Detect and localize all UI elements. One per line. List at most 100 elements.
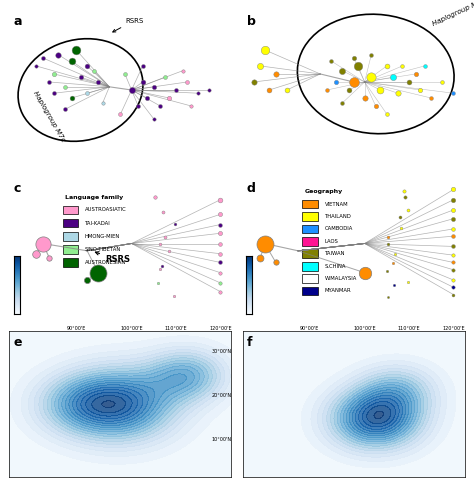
- Text: 10°00'N: 10°00'N: [211, 437, 231, 442]
- Point: [156, 102, 164, 110]
- Point: [412, 70, 419, 78]
- Point: [450, 232, 457, 240]
- Point: [68, 94, 75, 102]
- Point: [158, 262, 166, 270]
- FancyBboxPatch shape: [302, 212, 318, 221]
- Point: [50, 70, 58, 78]
- Text: 90°00'E: 90°00'E: [300, 326, 319, 331]
- Point: [399, 62, 406, 70]
- Point: [39, 54, 46, 62]
- Point: [416, 86, 424, 94]
- Point: [217, 279, 224, 287]
- Point: [256, 62, 264, 70]
- Point: [156, 265, 164, 273]
- Text: TAI-KADAI: TAI-KADAI: [85, 221, 111, 225]
- Point: [350, 78, 357, 86]
- Text: 110°00'E: 110°00'E: [164, 326, 187, 331]
- Point: [383, 110, 391, 118]
- Text: LAOS: LAOS: [325, 239, 338, 244]
- Point: [450, 215, 457, 223]
- Point: [143, 94, 151, 102]
- Point: [217, 240, 224, 247]
- Text: RSRS: RSRS: [95, 252, 130, 264]
- Point: [68, 57, 75, 65]
- Point: [272, 70, 280, 78]
- Point: [450, 186, 457, 193]
- Text: 110°00'E: 110°00'E: [398, 326, 420, 331]
- Point: [438, 78, 446, 86]
- Text: W.MALAYSIA: W.MALAYSIA: [325, 276, 357, 281]
- Text: 90°00'E: 90°00'E: [66, 326, 86, 331]
- Point: [384, 241, 392, 248]
- Point: [155, 280, 162, 287]
- Point: [401, 187, 408, 195]
- Point: [405, 78, 413, 86]
- Point: [156, 240, 164, 247]
- Point: [328, 57, 335, 65]
- Text: TAIWAN: TAIWAN: [325, 251, 345, 256]
- Point: [367, 51, 375, 58]
- Point: [397, 213, 404, 221]
- Text: 100°00'E: 100°00'E: [353, 326, 376, 331]
- Text: RSRS: RSRS: [113, 18, 143, 32]
- Text: Haplogroup M7c: Haplogroup M7c: [32, 90, 65, 142]
- Point: [390, 281, 398, 289]
- Point: [77, 73, 84, 81]
- Point: [32, 62, 40, 70]
- Point: [83, 276, 91, 284]
- Point: [94, 78, 102, 86]
- Text: S.CHINA: S.CHINA: [325, 263, 346, 269]
- Point: [392, 250, 399, 258]
- FancyBboxPatch shape: [63, 258, 78, 267]
- Point: [361, 94, 368, 102]
- Point: [205, 86, 213, 94]
- Point: [394, 89, 402, 97]
- Text: 20°00'N: 20°00'N: [211, 393, 231, 398]
- Point: [165, 247, 173, 255]
- Point: [354, 62, 362, 70]
- Point: [367, 73, 375, 81]
- Point: [450, 251, 457, 259]
- Point: [338, 67, 346, 75]
- Point: [384, 233, 392, 241]
- Point: [99, 99, 107, 107]
- Point: [421, 62, 428, 70]
- Point: [390, 73, 397, 81]
- Text: b: b: [247, 15, 256, 28]
- Point: [261, 46, 269, 54]
- Point: [450, 206, 457, 214]
- Text: CAMBODIA: CAMBODIA: [325, 226, 353, 231]
- Point: [128, 86, 136, 94]
- Point: [332, 78, 339, 86]
- Point: [372, 102, 380, 110]
- Point: [428, 94, 435, 102]
- Point: [217, 259, 224, 266]
- Text: e: e: [14, 336, 22, 349]
- Point: [83, 89, 91, 97]
- Text: 120°00'E: 120°00'E: [209, 326, 232, 331]
- Point: [150, 83, 157, 91]
- Point: [450, 225, 457, 233]
- FancyBboxPatch shape: [63, 245, 78, 254]
- Text: a: a: [14, 15, 22, 28]
- Point: [345, 86, 353, 94]
- Text: 120°00'E: 120°00'E: [442, 326, 465, 331]
- Point: [46, 254, 53, 262]
- Text: f: f: [247, 336, 253, 349]
- Point: [450, 283, 457, 291]
- Point: [404, 278, 412, 285]
- Point: [401, 193, 409, 201]
- Text: Language family: Language family: [65, 195, 123, 200]
- Point: [179, 67, 186, 75]
- Point: [161, 73, 169, 81]
- Text: d: d: [247, 182, 256, 195]
- Point: [172, 86, 180, 94]
- Text: AUSTROASIATIC: AUSTROASIATIC: [85, 207, 127, 212]
- FancyBboxPatch shape: [63, 219, 78, 227]
- Point: [217, 250, 224, 258]
- FancyBboxPatch shape: [302, 274, 318, 283]
- Point: [194, 89, 202, 97]
- Text: c: c: [14, 182, 21, 195]
- FancyBboxPatch shape: [302, 237, 318, 245]
- Point: [389, 260, 396, 267]
